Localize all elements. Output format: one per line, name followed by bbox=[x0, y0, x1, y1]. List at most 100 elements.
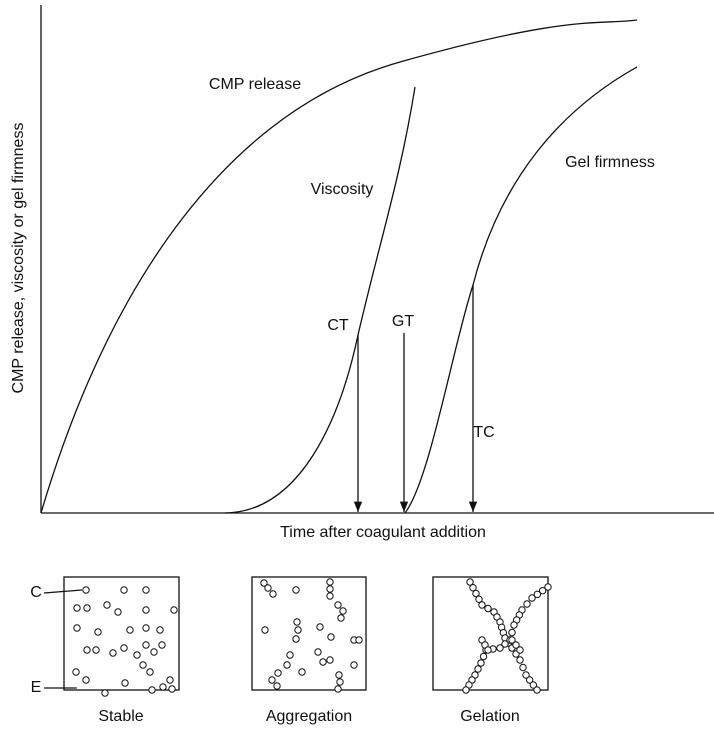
particle bbox=[294, 626, 302, 634]
particle bbox=[293, 618, 301, 626]
particle bbox=[334, 685, 342, 693]
particles bbox=[72, 578, 552, 697]
particle bbox=[73, 624, 81, 632]
particle bbox=[335, 671, 343, 679]
particle bbox=[168, 685, 176, 693]
particle bbox=[142, 624, 150, 632]
panel-box bbox=[63, 576, 180, 691]
particle bbox=[82, 676, 90, 684]
marker-label: CT bbox=[327, 317, 349, 334]
particle bbox=[92, 646, 100, 654]
particle bbox=[83, 604, 91, 612]
gel-curve bbox=[404, 66, 638, 514]
callout-label: C bbox=[30, 584, 42, 601]
particle bbox=[516, 646, 524, 654]
particle bbox=[286, 651, 294, 659]
particle bbox=[337, 614, 345, 622]
x-axis-label: Time after coagulant addition bbox=[280, 524, 486, 541]
particle bbox=[120, 644, 128, 652]
particle bbox=[269, 590, 277, 598]
particle bbox=[73, 604, 81, 612]
particle bbox=[510, 621, 518, 629]
particle bbox=[544, 583, 552, 591]
curve-label: CMP release bbox=[209, 76, 301, 93]
viscosity-curve bbox=[224, 86, 416, 514]
particle bbox=[326, 585, 334, 593]
particle bbox=[101, 689, 109, 697]
particle bbox=[477, 659, 485, 667]
callout-label: E bbox=[31, 679, 42, 696]
particle bbox=[298, 668, 306, 676]
particle bbox=[326, 578, 334, 586]
particle bbox=[142, 586, 150, 594]
particle bbox=[133, 651, 141, 659]
particle bbox=[150, 648, 158, 656]
particle bbox=[83, 646, 91, 654]
particle bbox=[523, 600, 531, 608]
particle bbox=[462, 686, 470, 694]
particle bbox=[319, 658, 327, 666]
panel-box bbox=[432, 576, 549, 691]
particle bbox=[334, 601, 342, 609]
panel-label: Aggregation bbox=[266, 708, 352, 725]
particle bbox=[336, 678, 344, 686]
particle bbox=[528, 594, 536, 602]
particle bbox=[469, 584, 477, 592]
particle bbox=[525, 676, 534, 684]
particle bbox=[484, 604, 492, 613]
particle bbox=[479, 652, 488, 661]
particle bbox=[166, 676, 174, 684]
particle bbox=[529, 681, 538, 689]
particle bbox=[82, 586, 90, 594]
particle bbox=[316, 623, 324, 631]
particle bbox=[350, 661, 358, 669]
particle bbox=[484, 646, 492, 654]
particle bbox=[283, 661, 291, 669]
marker-label: TC bbox=[473, 424, 494, 441]
particle bbox=[538, 586, 547, 595]
particle bbox=[121, 679, 129, 687]
particle bbox=[533, 686, 541, 694]
curve-label: Gel firmness bbox=[565, 154, 655, 171]
particle bbox=[114, 608, 122, 616]
particle bbox=[508, 628, 516, 637]
particle bbox=[339, 607, 347, 615]
particle bbox=[72, 668, 80, 676]
particle bbox=[260, 579, 268, 587]
particle bbox=[474, 665, 482, 673]
particle bbox=[142, 606, 150, 614]
particle bbox=[146, 668, 154, 676]
particle bbox=[120, 586, 128, 594]
particle bbox=[519, 663, 527, 672]
particle-e bbox=[75, 687, 77, 689]
particle bbox=[158, 641, 166, 649]
particle bbox=[466, 578, 474, 586]
particle bbox=[139, 661, 147, 669]
y-axis-label: CMP release, viscosity or gel firmness bbox=[10, 123, 27, 394]
particle bbox=[274, 669, 282, 677]
particle bbox=[475, 595, 483, 603]
particle bbox=[327, 633, 335, 641]
curve-label: Viscosity bbox=[311, 181, 374, 198]
particle bbox=[142, 641, 150, 649]
panel-label: Stable bbox=[98, 708, 143, 725]
particle bbox=[268, 676, 276, 684]
particle bbox=[522, 671, 530, 679]
particle bbox=[496, 644, 504, 652]
particle bbox=[512, 641, 520, 649]
particle bbox=[533, 590, 542, 599]
panel-label: Gelation bbox=[460, 708, 520, 725]
particle bbox=[516, 656, 524, 664]
panel-box bbox=[251, 576, 367, 691]
particle bbox=[159, 683, 167, 691]
particle bbox=[326, 656, 334, 664]
particle bbox=[170, 606, 178, 614]
particle bbox=[292, 586, 300, 594]
particle bbox=[126, 626, 134, 634]
particle bbox=[292, 635, 300, 643]
particle bbox=[148, 686, 156, 694]
particle bbox=[355, 636, 363, 644]
cmp-curve bbox=[40, 19, 638, 514]
particle bbox=[478, 601, 486, 609]
